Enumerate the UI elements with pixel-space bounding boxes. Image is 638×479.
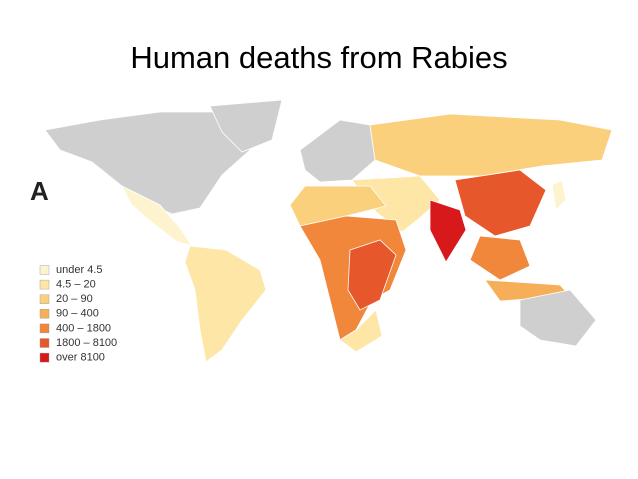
title: Human deaths from Rabies: [130, 40, 507, 75]
legend-label: 4.5 – 20: [56, 279, 96, 291]
central-america: [121, 185, 193, 247]
north-america: [44, 111, 256, 215]
world-map: [44, 99, 613, 363]
australia: [519, 289, 597, 347]
legend-label: 1800 – 8100: [56, 337, 117, 349]
legend-label: 400 – 1800: [56, 322, 111, 334]
legend-swatch: [39, 294, 50, 304]
middle-east: [351, 175, 441, 233]
legend-swatch: [39, 338, 50, 348]
legend-swatch: [39, 279, 50, 290]
japan: [551, 179, 567, 211]
legend-swatch: [39, 309, 50, 319]
legend-swatch: [39, 323, 50, 334]
legend-swatch: [39, 265, 50, 275]
panel-label: A: [30, 176, 49, 206]
legend-label: under 4.5: [56, 264, 102, 276]
greenland: [209, 99, 283, 153]
russia: [369, 113, 613, 177]
europe: [299, 119, 376, 183]
east-africa: [347, 239, 397, 311]
southeast-asia: [469, 235, 531, 281]
south-america: [184, 245, 267, 363]
legend-label: 90 – 400: [56, 308, 99, 320]
legend-label: 20 – 90: [56, 293, 93, 305]
legend-swatch: [39, 352, 50, 363]
southern-africa: [339, 309, 383, 353]
legend: under 4.5 4.5 – 20 20 – 90 90 – 400 400 – 18…: [39, 264, 117, 364]
legend-label: over 8100: [56, 352, 105, 364]
india: [429, 199, 467, 263]
china: [454, 169, 547, 237]
